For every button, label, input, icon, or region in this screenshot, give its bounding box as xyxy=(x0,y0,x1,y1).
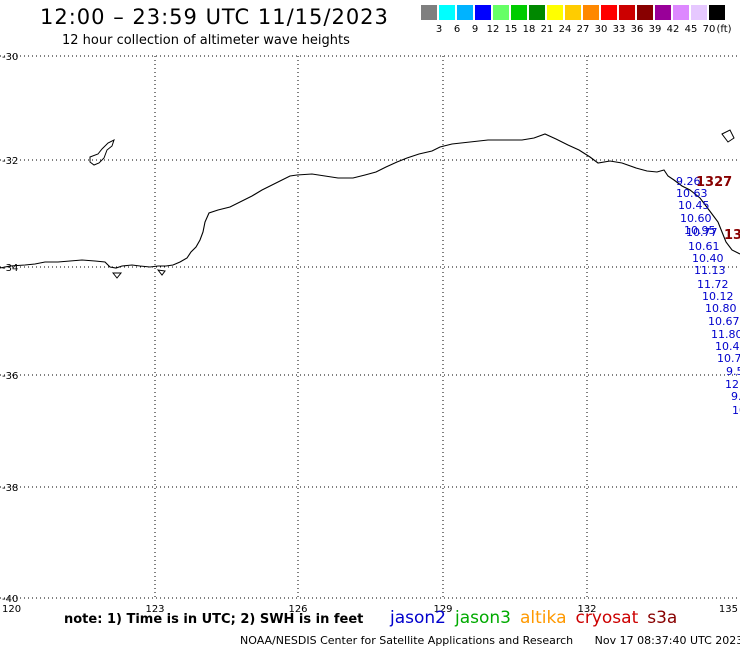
track-value-label: 10.60 xyxy=(680,212,712,225)
track-value-label: 10.73 xyxy=(717,352,740,365)
legend-label: 30 xyxy=(594,24,608,35)
units-note: note: 1) Time is in UTC; 2) SWH is in fe… xyxy=(64,612,364,627)
satellite-s3a-label: s3a xyxy=(647,608,678,628)
satellite-track-values: 9.2610.6310.4510.6010.9510.7710.6110.401… xyxy=(676,175,740,417)
legend-swatch xyxy=(493,5,509,20)
longitude-label: 129 xyxy=(433,604,452,615)
legend-label: 45 xyxy=(684,24,698,35)
satellite-altika-label: altika xyxy=(520,608,567,628)
latitude-label: -36 xyxy=(2,371,18,382)
longitude-label: 123 xyxy=(145,604,164,615)
satellite-jason3-label: jason3 xyxy=(455,608,511,628)
legend-label: 70 xyxy=(702,24,716,35)
legend-swatch xyxy=(637,5,653,20)
graticule-grid xyxy=(0,55,740,599)
legend-swatch xyxy=(565,5,581,20)
latitude-label: -38 xyxy=(2,483,18,494)
legend-unit: (ft) xyxy=(716,24,732,35)
legend-label: 33 xyxy=(612,24,626,35)
islands xyxy=(89,129,735,279)
track-value-label: 10.12 xyxy=(702,290,734,303)
track-value-label: 10.63 xyxy=(676,187,708,200)
legend-swatch xyxy=(655,5,671,20)
legend-label: 24 xyxy=(558,24,572,35)
latitude-label: -32 xyxy=(2,156,18,167)
track-high-value-label: 13 xyxy=(724,228,740,243)
legend-label: 27 xyxy=(576,24,590,35)
legend-swatch xyxy=(601,5,617,20)
track-value-label: 10 xyxy=(732,404,740,417)
legend-label: 39 xyxy=(648,24,662,35)
track-value-label: 11.80 xyxy=(711,328,740,341)
credit-line: NOAA/NESDIS Center for Satellite Applica… xyxy=(240,634,740,647)
legend-label: 42 xyxy=(666,24,680,35)
track-value-label: 12.1 xyxy=(725,378,740,391)
track-value-label: 10.40 xyxy=(692,252,724,265)
credit-text: NOAA/NESDIS Center for Satellite Applica… xyxy=(240,634,574,647)
map-subtitle: 12 hour collection of altimeter wave hei… xyxy=(62,33,350,48)
track-value-label: 11.13 xyxy=(694,264,726,277)
legend-swatch xyxy=(457,5,473,20)
legend-swatch xyxy=(547,5,563,20)
legend-swatch xyxy=(583,5,599,20)
latitude-label: -40 xyxy=(2,594,18,605)
legend-swatch xyxy=(439,5,455,20)
satellite-jason2-label: jason2 xyxy=(390,608,446,628)
legend-label: 12 xyxy=(486,24,500,35)
track-value-label: 10.67 xyxy=(708,315,740,328)
track-value-label: 10.77 xyxy=(686,226,718,239)
satellite-cryosat-label: cryosat xyxy=(575,608,639,628)
legend-swatch xyxy=(709,5,725,20)
map-title: 12:00 – 23:59 UTC 11/15/2023 xyxy=(40,5,389,29)
track-value-label: 9.52 xyxy=(726,365,740,378)
legend-label: 3 xyxy=(435,24,443,35)
legend-swatch xyxy=(673,5,689,20)
latitude-label: -30 xyxy=(2,52,18,63)
legend-label: 6 xyxy=(453,24,461,35)
track-value-label: 9.26 xyxy=(676,175,701,188)
longitude-label: 132 xyxy=(577,604,596,615)
legend-label: 9 xyxy=(471,24,479,35)
legend-label: 15 xyxy=(504,24,518,35)
satellite-legend: jason2 jason3 altika cryosat s3a xyxy=(390,608,686,628)
latitude-label: -34 xyxy=(2,263,18,274)
track-value-label: 10.95 xyxy=(684,224,716,237)
legend-swatch xyxy=(511,5,527,20)
legend-swatch xyxy=(475,5,491,20)
australia-south-coastline xyxy=(0,133,740,269)
track-high-value-label: 1327 xyxy=(696,175,732,190)
track-value-label: 10.80 xyxy=(705,302,737,315)
legend-swatch xyxy=(529,5,545,20)
track-value-label: 9.7 xyxy=(731,390,740,403)
legend-swatch xyxy=(619,5,635,20)
legend-label: 21 xyxy=(540,24,554,35)
legend-swatch xyxy=(691,5,707,20)
longitude-corner-label: 135 xyxy=(719,604,738,615)
track-value-label: 11.72 xyxy=(697,278,729,291)
track-value-label: 10.61 xyxy=(688,240,720,253)
longitude-label: 126 xyxy=(288,604,307,615)
legend-label: 18 xyxy=(522,24,536,35)
legend-swatch xyxy=(421,5,437,20)
track-value-label: 10.45 xyxy=(678,199,710,212)
longitude-corner-label: 120 xyxy=(2,604,21,615)
generated-timestamp: Nov 17 08:37:40 UTC 2023 xyxy=(594,634,740,647)
legend-label: 36 xyxy=(630,24,644,35)
track-value-label: 10.49 xyxy=(715,340,740,353)
